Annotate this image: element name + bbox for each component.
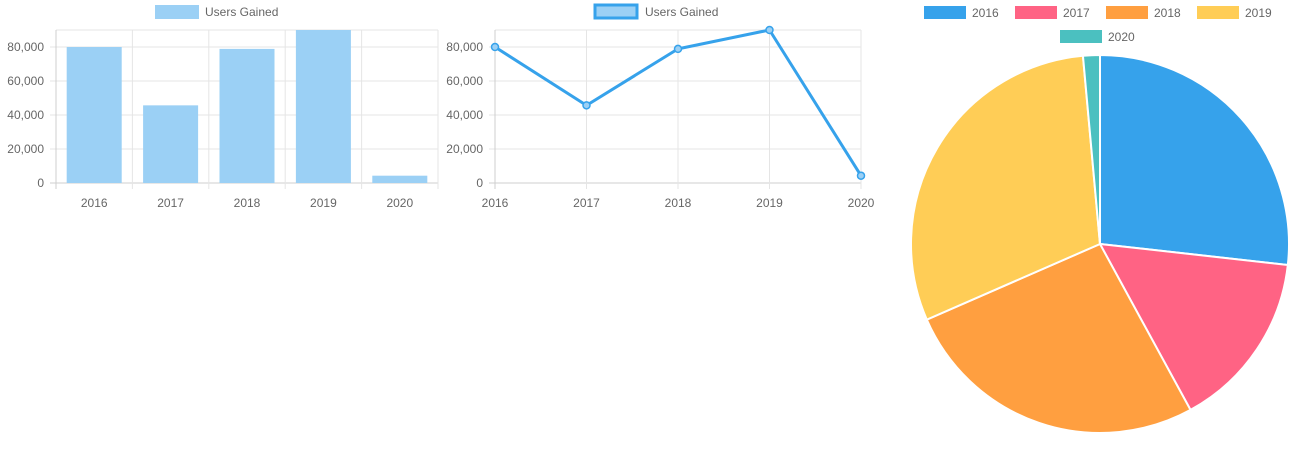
x-tick-label: 2016 [81, 196, 108, 210]
x-tick-label: 2019 [756, 196, 783, 210]
y-tick-label: 80,000 [446, 40, 483, 54]
legend-swatch [1197, 6, 1239, 19]
legend-swatch [593, 3, 639, 20]
bar [295, 30, 351, 183]
data-point [673, 44, 683, 54]
legend-swatch [1015, 6, 1057, 19]
legend-label: Users Gained [205, 5, 278, 19]
legend-label: 2020 [1108, 30, 1135, 44]
legend-swatch [924, 6, 966, 19]
x-tick-label: 2020 [848, 196, 875, 210]
pie-slice [910, 54, 1102, 321]
bar [219, 48, 275, 184]
legend-label: 2018 [1154, 6, 1181, 20]
pie-chart: 2016 2017 2018 2019 2020 [910, 6, 1290, 434]
x-tick-label: 2017 [573, 196, 600, 210]
line-chart: Users Gained 0 20,000 40,000 60,000 80,000 201… [446, 3, 875, 210]
pie-slice [1081, 53, 1101, 245]
legend-label: 2019 [1245, 6, 1272, 20]
x-tick-label: 2018 [234, 196, 261, 210]
x-tick-label: 2018 [665, 196, 692, 210]
y-tick-label: 60,000 [7, 74, 44, 88]
y-tick-label: 80,000 [7, 40, 44, 54]
pie-slice [1098, 242, 1289, 412]
x-tick-label: 2020 [386, 196, 413, 210]
bar-chart: Users Gained 0 20,000 40,000 60,000 80,000 201… [7, 5, 439, 210]
legend-label: 2016 [972, 6, 999, 20]
bar [143, 105, 199, 183]
bar [372, 175, 428, 183]
y-tick-label: 40,000 [7, 108, 44, 122]
x-tick-label: 2017 [157, 196, 184, 210]
legend-swatch [1060, 30, 1102, 43]
legend-swatch [155, 5, 199, 19]
y-tick-label: 20,000 [446, 142, 483, 156]
legend-label: Users Gained [645, 5, 718, 19]
data-point [765, 25, 774, 35]
bar [66, 47, 122, 183]
legend-label: 2017 [1063, 6, 1090, 20]
legend-swatch [1106, 6, 1148, 19]
y-tick-label: 20,000 [7, 142, 44, 156]
y-tick-label: 0 [37, 176, 44, 190]
x-tick-label: 2019 [310, 196, 337, 210]
y-tick-label: 0 [476, 176, 483, 190]
y-tick-label: 60,000 [446, 74, 483, 88]
y-tick-label: 40,000 [446, 108, 483, 122]
data-point [856, 171, 866, 180]
pie-slice [1099, 53, 1290, 267]
x-tick-label: 2016 [482, 196, 509, 210]
data-point [490, 42, 500, 52]
data-point [582, 101, 591, 110]
